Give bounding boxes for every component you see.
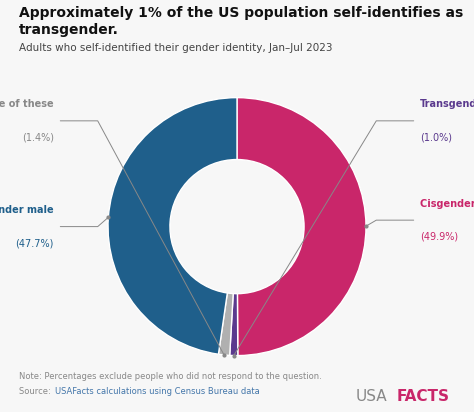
Text: USAFacts calculations using Census Bureau data: USAFacts calculations using Census Burea… xyxy=(55,386,259,396)
Wedge shape xyxy=(108,98,237,354)
Text: (1.4%): (1.4%) xyxy=(22,132,54,143)
Wedge shape xyxy=(230,294,238,356)
Text: (49.9%): (49.9%) xyxy=(420,232,458,242)
Text: Source:: Source: xyxy=(19,386,54,396)
Text: (1.0%): (1.0%) xyxy=(420,132,452,143)
Text: transgender.: transgender. xyxy=(19,23,119,37)
Text: None of these: None of these xyxy=(0,99,54,109)
Text: Transgender: Transgender xyxy=(420,99,474,109)
Wedge shape xyxy=(237,98,366,356)
Wedge shape xyxy=(219,293,233,356)
Text: Cisgender male: Cisgender male xyxy=(0,205,54,215)
Text: Cisgender female: Cisgender female xyxy=(420,199,474,208)
Text: FACTS: FACTS xyxy=(397,389,450,404)
Text: Adults who self-identified their gender identity, Jan–Jul 2023: Adults who self-identified their gender … xyxy=(19,43,332,53)
Text: Approximately 1% of the US population self-identifies as: Approximately 1% of the US population se… xyxy=(19,6,463,20)
Text: (47.7%): (47.7%) xyxy=(16,238,54,248)
Text: Note: Percentages exclude people who did not respond to the question.: Note: Percentages exclude people who did… xyxy=(19,372,322,381)
Text: USA: USA xyxy=(356,389,387,404)
